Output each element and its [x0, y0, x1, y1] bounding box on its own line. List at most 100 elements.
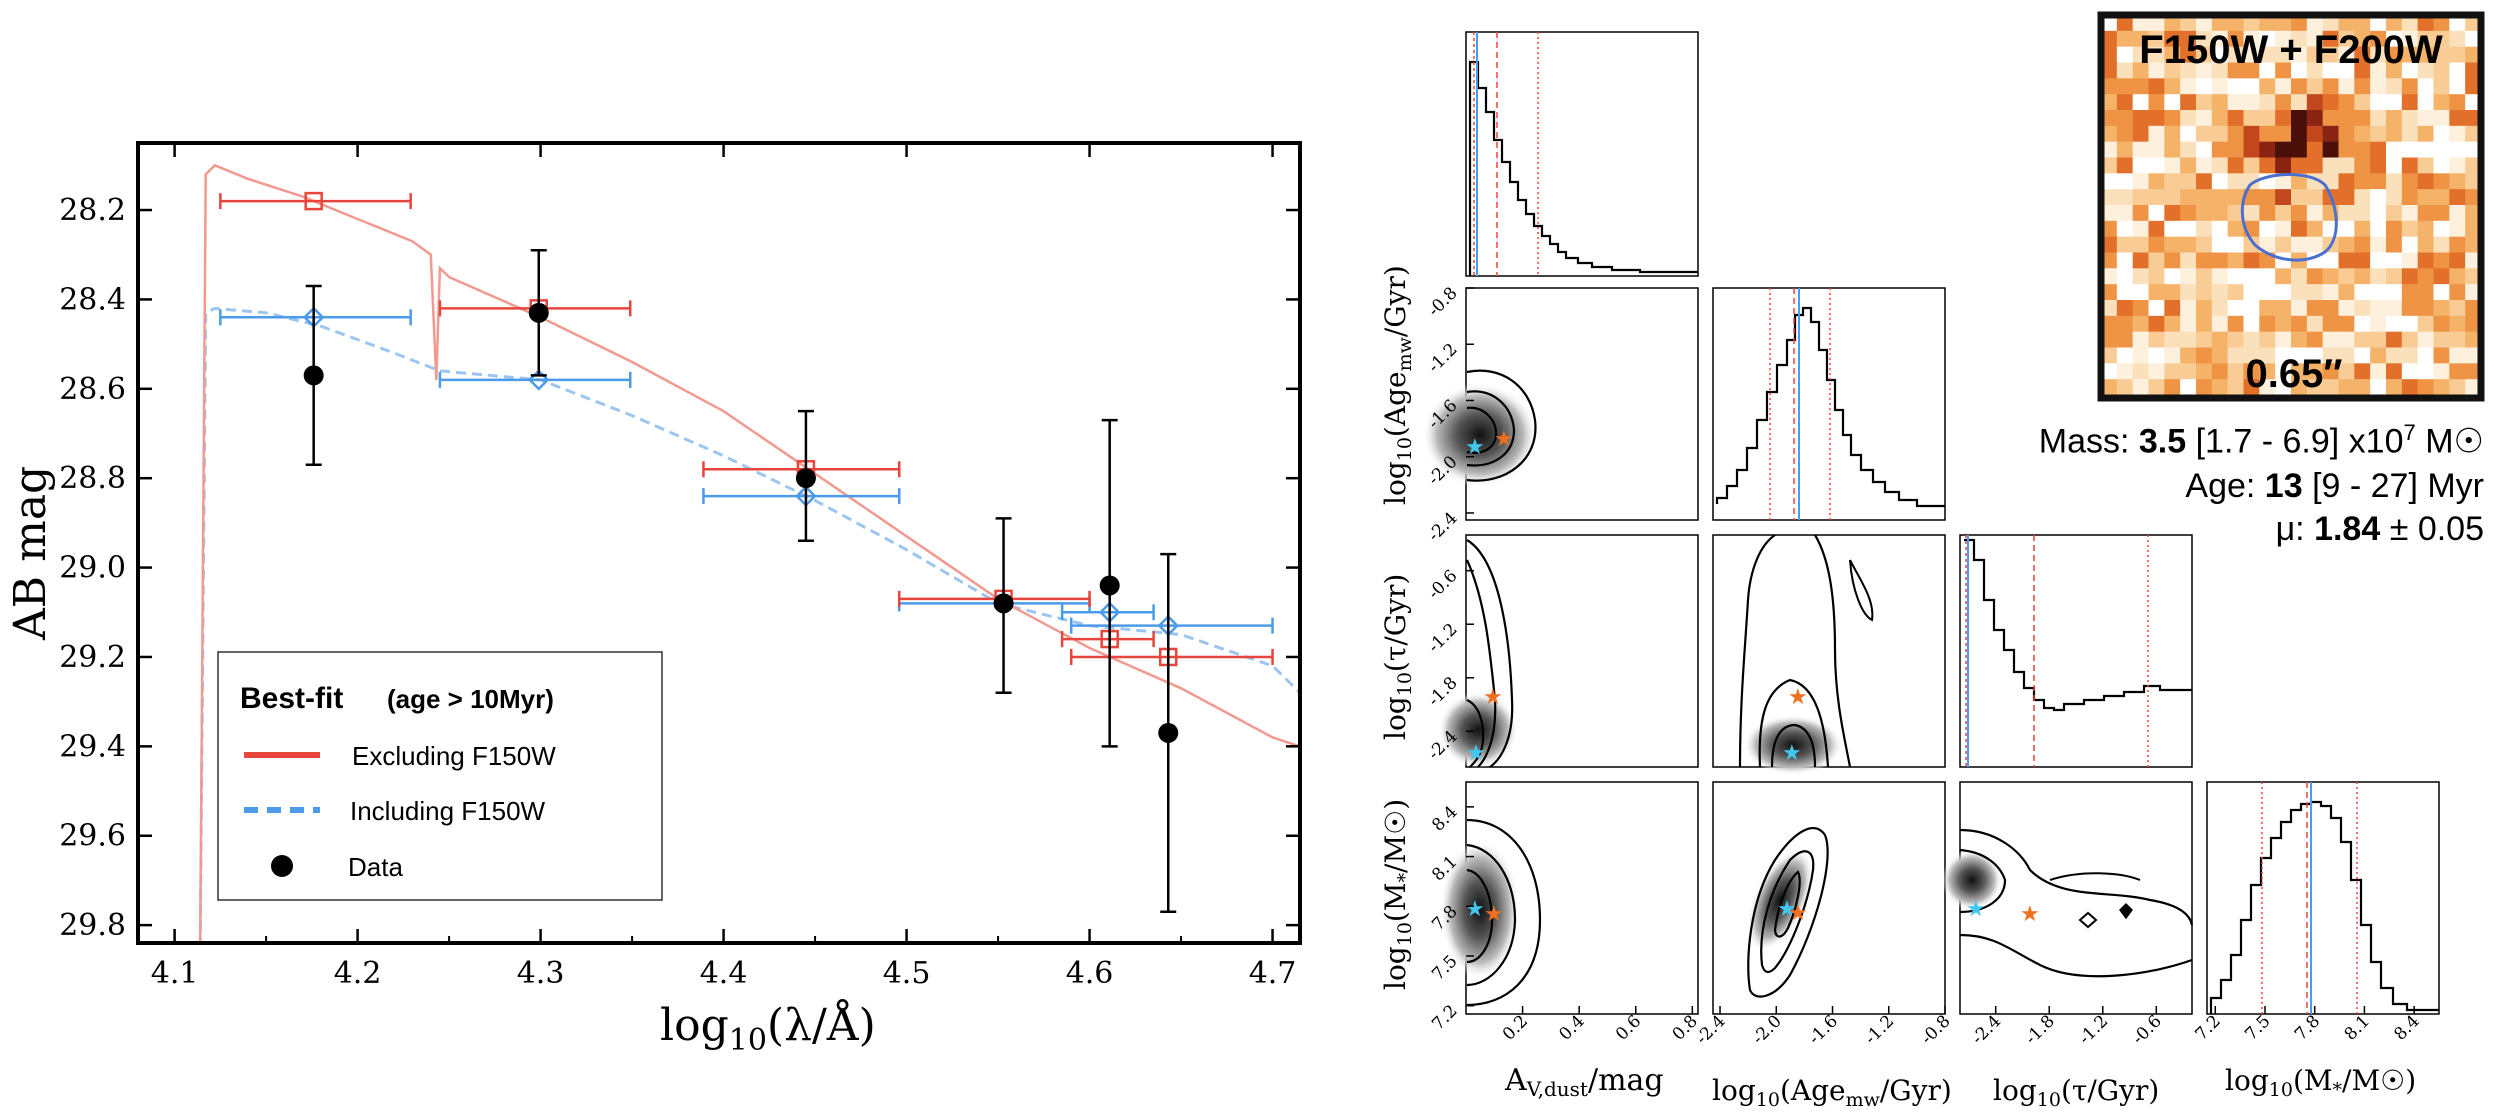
- excluding-spectrum-line: [198, 163, 1300, 943]
- panel-age-mass: [1712, 781, 1946, 1015]
- cutout-pixel: [2354, 62, 2371, 79]
- cutout-pixel: [2259, 15, 2276, 32]
- cutout-pixel: [2322, 30, 2340, 48]
- cutout-pixel: [2465, 315, 2482, 333]
- cutout-pixel: [2132, 30, 2150, 48]
- cutout-pixel: [2338, 62, 2355, 79]
- cutout-pixel: [2354, 189, 2371, 206]
- cutout-pixel: [2465, 15, 2482, 32]
- cutout-pixel: [2354, 315, 2371, 333]
- cutout-pixel: [2386, 363, 2403, 380]
- cutout-pixel: [2370, 189, 2387, 206]
- cutout-pixel: [2101, 46, 2118, 64]
- cutout-pixel: [2180, 268, 2197, 285]
- cutout-pixel: [2227, 315, 2245, 333]
- cutout-pixel: [2465, 331, 2482, 349]
- cutout-pixel: [2386, 157, 2403, 174]
- cutout-pixel: [2449, 347, 2466, 364]
- cutout-pixel: [2370, 15, 2387, 32]
- cutout-pixel: [2243, 141, 2260, 159]
- kde-av-mass: [1440, 818, 1542, 1007]
- cutout-pixel: [2196, 173, 2213, 190]
- cutout-pixel: [2449, 268, 2466, 285]
- cutout-pixel: [2243, 236, 2260, 254]
- cutout-pixel: [2291, 300, 2308, 317]
- cutout-pixel: [2306, 46, 2324, 64]
- cutout-pixel: [2116, 30, 2134, 48]
- cutout-pixel: [2243, 331, 2260, 349]
- cutout-pixel: [2164, 157, 2181, 174]
- cutout-pixel: [2180, 173, 2197, 190]
- cutout-pixel: [2449, 157, 2466, 174]
- cutout-pixel: [2354, 141, 2371, 159]
- cutout-pixel: [2306, 284, 2324, 301]
- cutout-pixel: [2370, 363, 2387, 380]
- cutout-pixel: [2132, 347, 2150, 364]
- cutout-pixel: [2196, 15, 2213, 32]
- cutout-pixel: [2227, 157, 2245, 174]
- cutout-pixel: [2243, 30, 2260, 48]
- cutout-pixel: [2148, 78, 2165, 95]
- cutout-pixel: [2401, 46, 2419, 64]
- star-including: ★: [1466, 740, 1486, 765]
- cutout-pixel: [2196, 94, 2213, 111]
- cutout-pixel: [2196, 347, 2213, 364]
- y-tick-label: 28.2: [59, 193, 126, 228]
- cutout-pixel: [2291, 268, 2308, 285]
- corner-x-tick-label: -0.6: [2129, 1011, 2166, 1048]
- cutout-pixel: [2211, 15, 2229, 32]
- legend-box: [217, 651, 663, 901]
- cutout-pixel: [2116, 141, 2134, 159]
- cutout-pixel: [2417, 236, 2435, 254]
- cutout-pixel: [2433, 220, 2450, 238]
- cutout-pixel: [2116, 252, 2134, 269]
- cutout-pixel: [2275, 110, 2292, 127]
- cutout-pixel: [2259, 268, 2276, 285]
- cutout-pixel: [2132, 315, 2150, 333]
- cutout-pixel: [2386, 236, 2403, 254]
- data-point: [795, 468, 816, 489]
- cutout-pixel: [2417, 379, 2435, 396]
- cutout-pixel: [2433, 30, 2450, 48]
- cutout-pixel: [2322, 268, 2340, 285]
- cutout-pixel: [2465, 173, 2482, 190]
- cutout-pixel: [2211, 30, 2229, 48]
- cutout-pixel: [2291, 363, 2308, 380]
- cutout-pixel: [2164, 220, 2181, 238]
- cutout-pixel: [2306, 315, 2324, 333]
- cutout-pixel: [2275, 236, 2292, 254]
- cutout-pixel: [2433, 173, 2450, 190]
- age-info: Age: 13 [9 - 27] Myr: [2185, 467, 2484, 505]
- cutout-pixel: [2164, 189, 2181, 206]
- cutout-pixel: [2354, 236, 2371, 254]
- image-cutout: F150W + F200W 0.65″: [2097, 11, 2485, 402]
- cutout-pixel: [2401, 189, 2419, 206]
- cutout-pixel: [2275, 15, 2292, 32]
- cutout-pixel: [2148, 252, 2165, 269]
- cutout-pixel: [2196, 236, 2213, 254]
- cutout-pixel: [2148, 205, 2165, 222]
- cutout-pixel: [2306, 94, 2324, 111]
- y-tick-label: 28.6: [59, 372, 126, 407]
- cutout-pixel: [2116, 220, 2134, 238]
- cutout-pixel: [2196, 141, 2213, 159]
- cutout-pixel: [2338, 252, 2355, 269]
- cutout-pixel: [2306, 15, 2324, 32]
- cutout-pixel: [2306, 30, 2324, 48]
- cutout-pixel: [2227, 110, 2245, 127]
- cutout-pixel: [2370, 284, 2387, 301]
- cutout-pixel: [2291, 62, 2308, 79]
- cutout-pixel: [2306, 189, 2324, 206]
- cutout-pixel: [2148, 94, 2165, 111]
- star-including: ★: [1465, 896, 1485, 921]
- cutout-pixel: [2243, 94, 2260, 111]
- cutout-pixel: [2259, 284, 2276, 301]
- cutout-pixel: [2101, 252, 2118, 269]
- corner-y-tick-label: 8.4: [1428, 802, 1461, 835]
- cutout-pixel: [2164, 284, 2181, 301]
- cutout-pixel: [2465, 141, 2482, 159]
- including-photometry-point: [527, 369, 550, 391]
- cutout-pixel: [2291, 315, 2308, 333]
- cutout-pixel: [2259, 236, 2276, 254]
- cutout-pixel: [2291, 331, 2308, 349]
